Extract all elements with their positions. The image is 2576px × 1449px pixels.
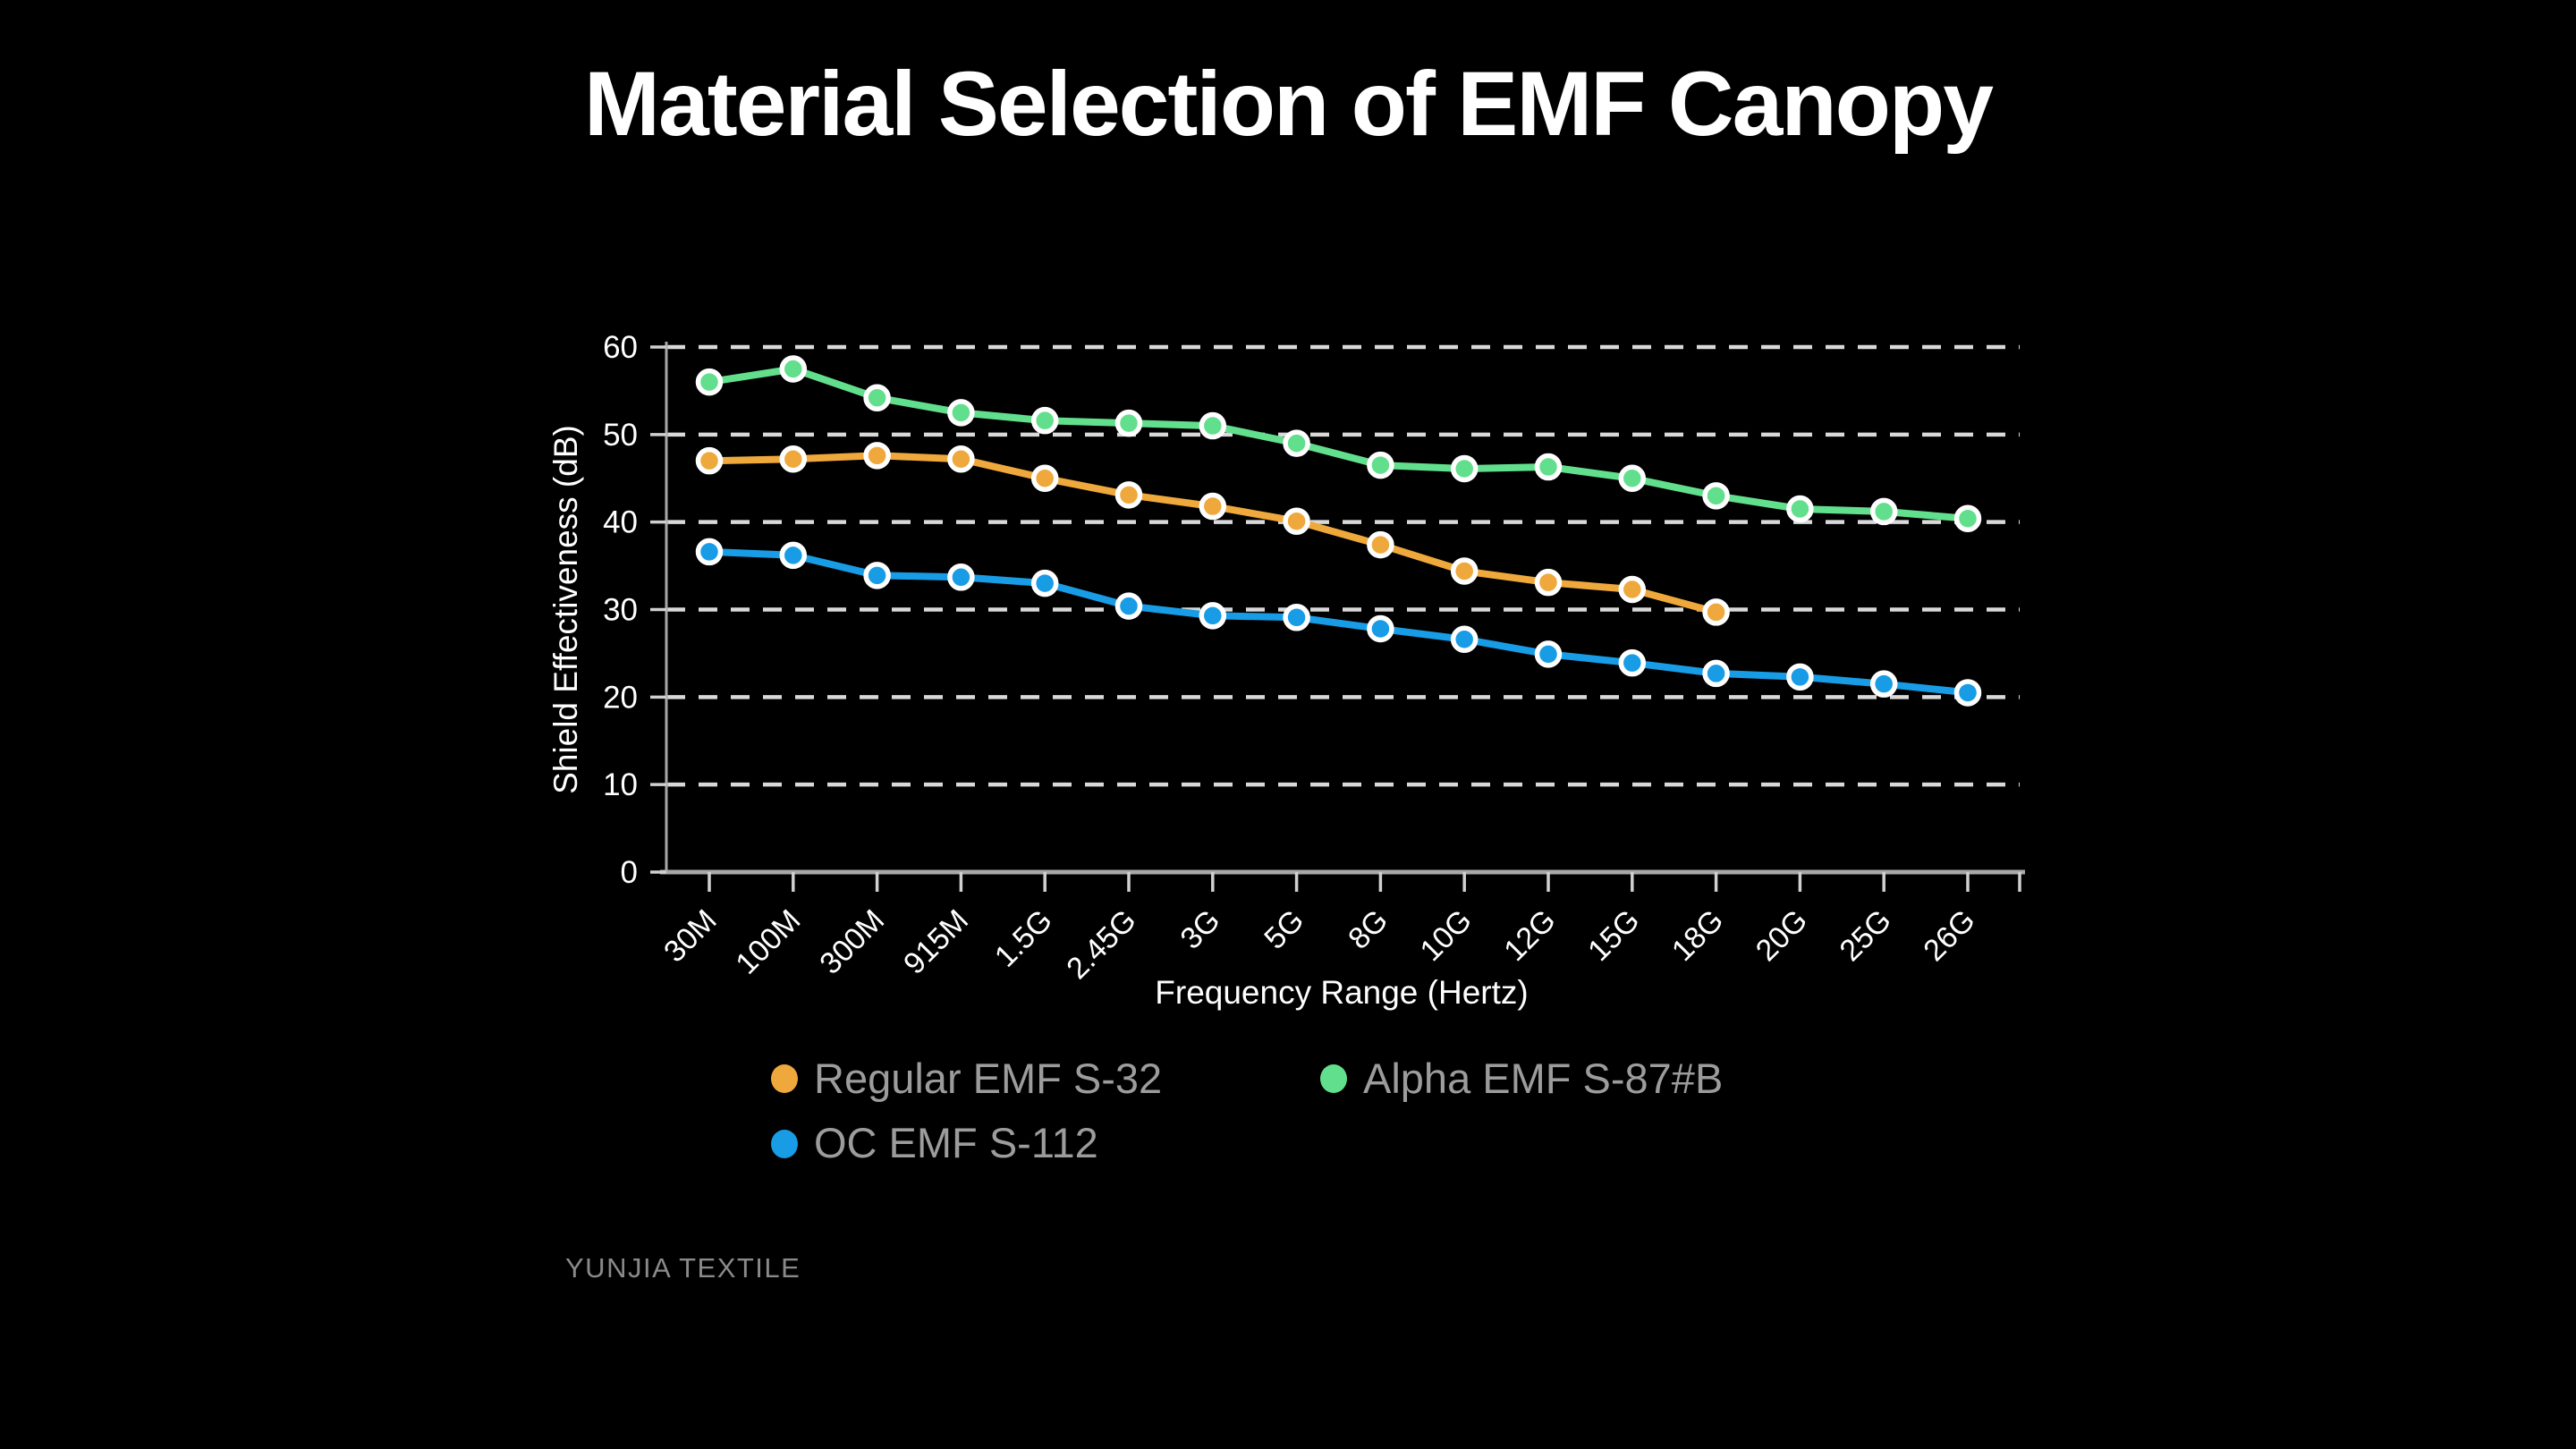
x-tick-label: 915M	[897, 903, 975, 981]
data-point	[1534, 453, 1563, 481]
y-tick-label: 0	[621, 855, 638, 890]
x-tick-label: 20G	[1750, 903, 1814, 968]
data-point	[779, 541, 808, 570]
data-point	[1030, 569, 1059, 597]
x-tick-label: 300M	[813, 903, 891, 981]
data-point	[1199, 492, 1227, 521]
data-point	[1869, 670, 1898, 698]
data-point	[1199, 602, 1227, 630]
brand-footer: YUNJIA TEXTILE	[565, 1252, 801, 1284]
legend-marker-icon	[771, 1129, 798, 1158]
y-tick-label: 30	[603, 593, 638, 628]
data-point	[863, 384, 891, 411]
data-point	[1367, 451, 1394, 479]
data-point	[1030, 464, 1059, 492]
data-point	[1114, 409, 1143, 437]
x-tick-label: 15G	[1581, 903, 1646, 968]
data-point	[695, 446, 724, 475]
legend-label: Alpha EMF S-87#B	[1363, 1055, 1724, 1102]
legend-item: Regular EMF S-32	[771, 1054, 1320, 1104]
chart-legend: Regular EMF S-32 Alpha EMF S-87#B OC EMF S…	[771, 1054, 2113, 1169]
data-point	[1786, 495, 1814, 523]
data-point	[1534, 640, 1563, 668]
x-tick-label: 8G	[1342, 903, 1394, 956]
y-tick-label: 10	[603, 767, 638, 802]
x-tick-label: 1.5G	[988, 903, 1059, 974]
data-point	[1450, 454, 1479, 483]
series-line	[706, 365, 1971, 522]
data-point	[1114, 481, 1143, 509]
data-point	[1618, 464, 1647, 492]
data-point	[1367, 530, 1394, 559]
data-point	[947, 564, 975, 591]
data-point	[1283, 507, 1310, 535]
y-tick-label: 60	[603, 330, 638, 365]
data-point	[1534, 568, 1563, 597]
x-tick-label: 30M	[657, 903, 724, 970]
data-point	[1618, 648, 1647, 677]
data-point	[695, 368, 724, 396]
page-title: Material Selection of EMF Canopy	[584, 53, 1994, 155]
x-axis-title: Frequency Range (Hertz)	[1155, 974, 1528, 1011]
data-point	[1367, 614, 1394, 643]
data-point	[947, 445, 975, 473]
y-tick-label: 20	[603, 680, 638, 715]
data-point	[779, 355, 808, 383]
data-point	[1702, 482, 1730, 510]
data-point	[1702, 598, 1730, 626]
x-tick-label: 10G	[1414, 903, 1479, 968]
x-tick-label: 12G	[1497, 903, 1562, 968]
legend-item: OC EMF S-112	[771, 1118, 1320, 1168]
data-point	[863, 442, 891, 470]
x-tick-label: 3G	[1174, 903, 1227, 956]
x-tick-label: 2.45G	[1060, 903, 1142, 986]
legend-marker-icon	[1320, 1064, 1347, 1094]
x-tick-label: 18G	[1665, 903, 1730, 968]
legend-item: Alpha EMF S-87#B	[1320, 1054, 2113, 1104]
x-tick-label: 5G	[1258, 903, 1310, 956]
data-point	[1283, 604, 1310, 631]
y-axis-title: Shield Effectiveness (dB)	[547, 425, 584, 794]
data-point	[1450, 625, 1479, 654]
legend-label: OC EMF S-112	[814, 1119, 1098, 1167]
data-point	[695, 538, 724, 566]
data-point	[779, 445, 808, 473]
x-tick-label: 26G	[1917, 903, 1981, 968]
x-tick-label: 100M	[729, 903, 807, 981]
data-point	[1869, 497, 1898, 526]
legend-label: Regular EMF S-32	[814, 1055, 1163, 1102]
y-tick-label: 50	[603, 418, 638, 453]
series-line	[706, 452, 1720, 616]
data-point	[1199, 411, 1227, 440]
data-point	[1283, 429, 1310, 457]
data-point	[1450, 557, 1479, 585]
data-point	[1953, 679, 1982, 707]
data-point	[1786, 663, 1814, 691]
data-point	[863, 562, 891, 589]
series-line	[706, 547, 1971, 697]
data-point	[1114, 592, 1143, 620]
y-tick-label: 40	[603, 505, 638, 540]
x-tick-label: 25G	[1834, 903, 1898, 968]
data-point	[1030, 406, 1059, 435]
data-point	[1618, 575, 1647, 604]
data-point	[1953, 504, 1982, 533]
legend-marker-icon	[771, 1064, 798, 1094]
data-point	[1702, 659, 1730, 688]
data-point	[947, 399, 975, 427]
